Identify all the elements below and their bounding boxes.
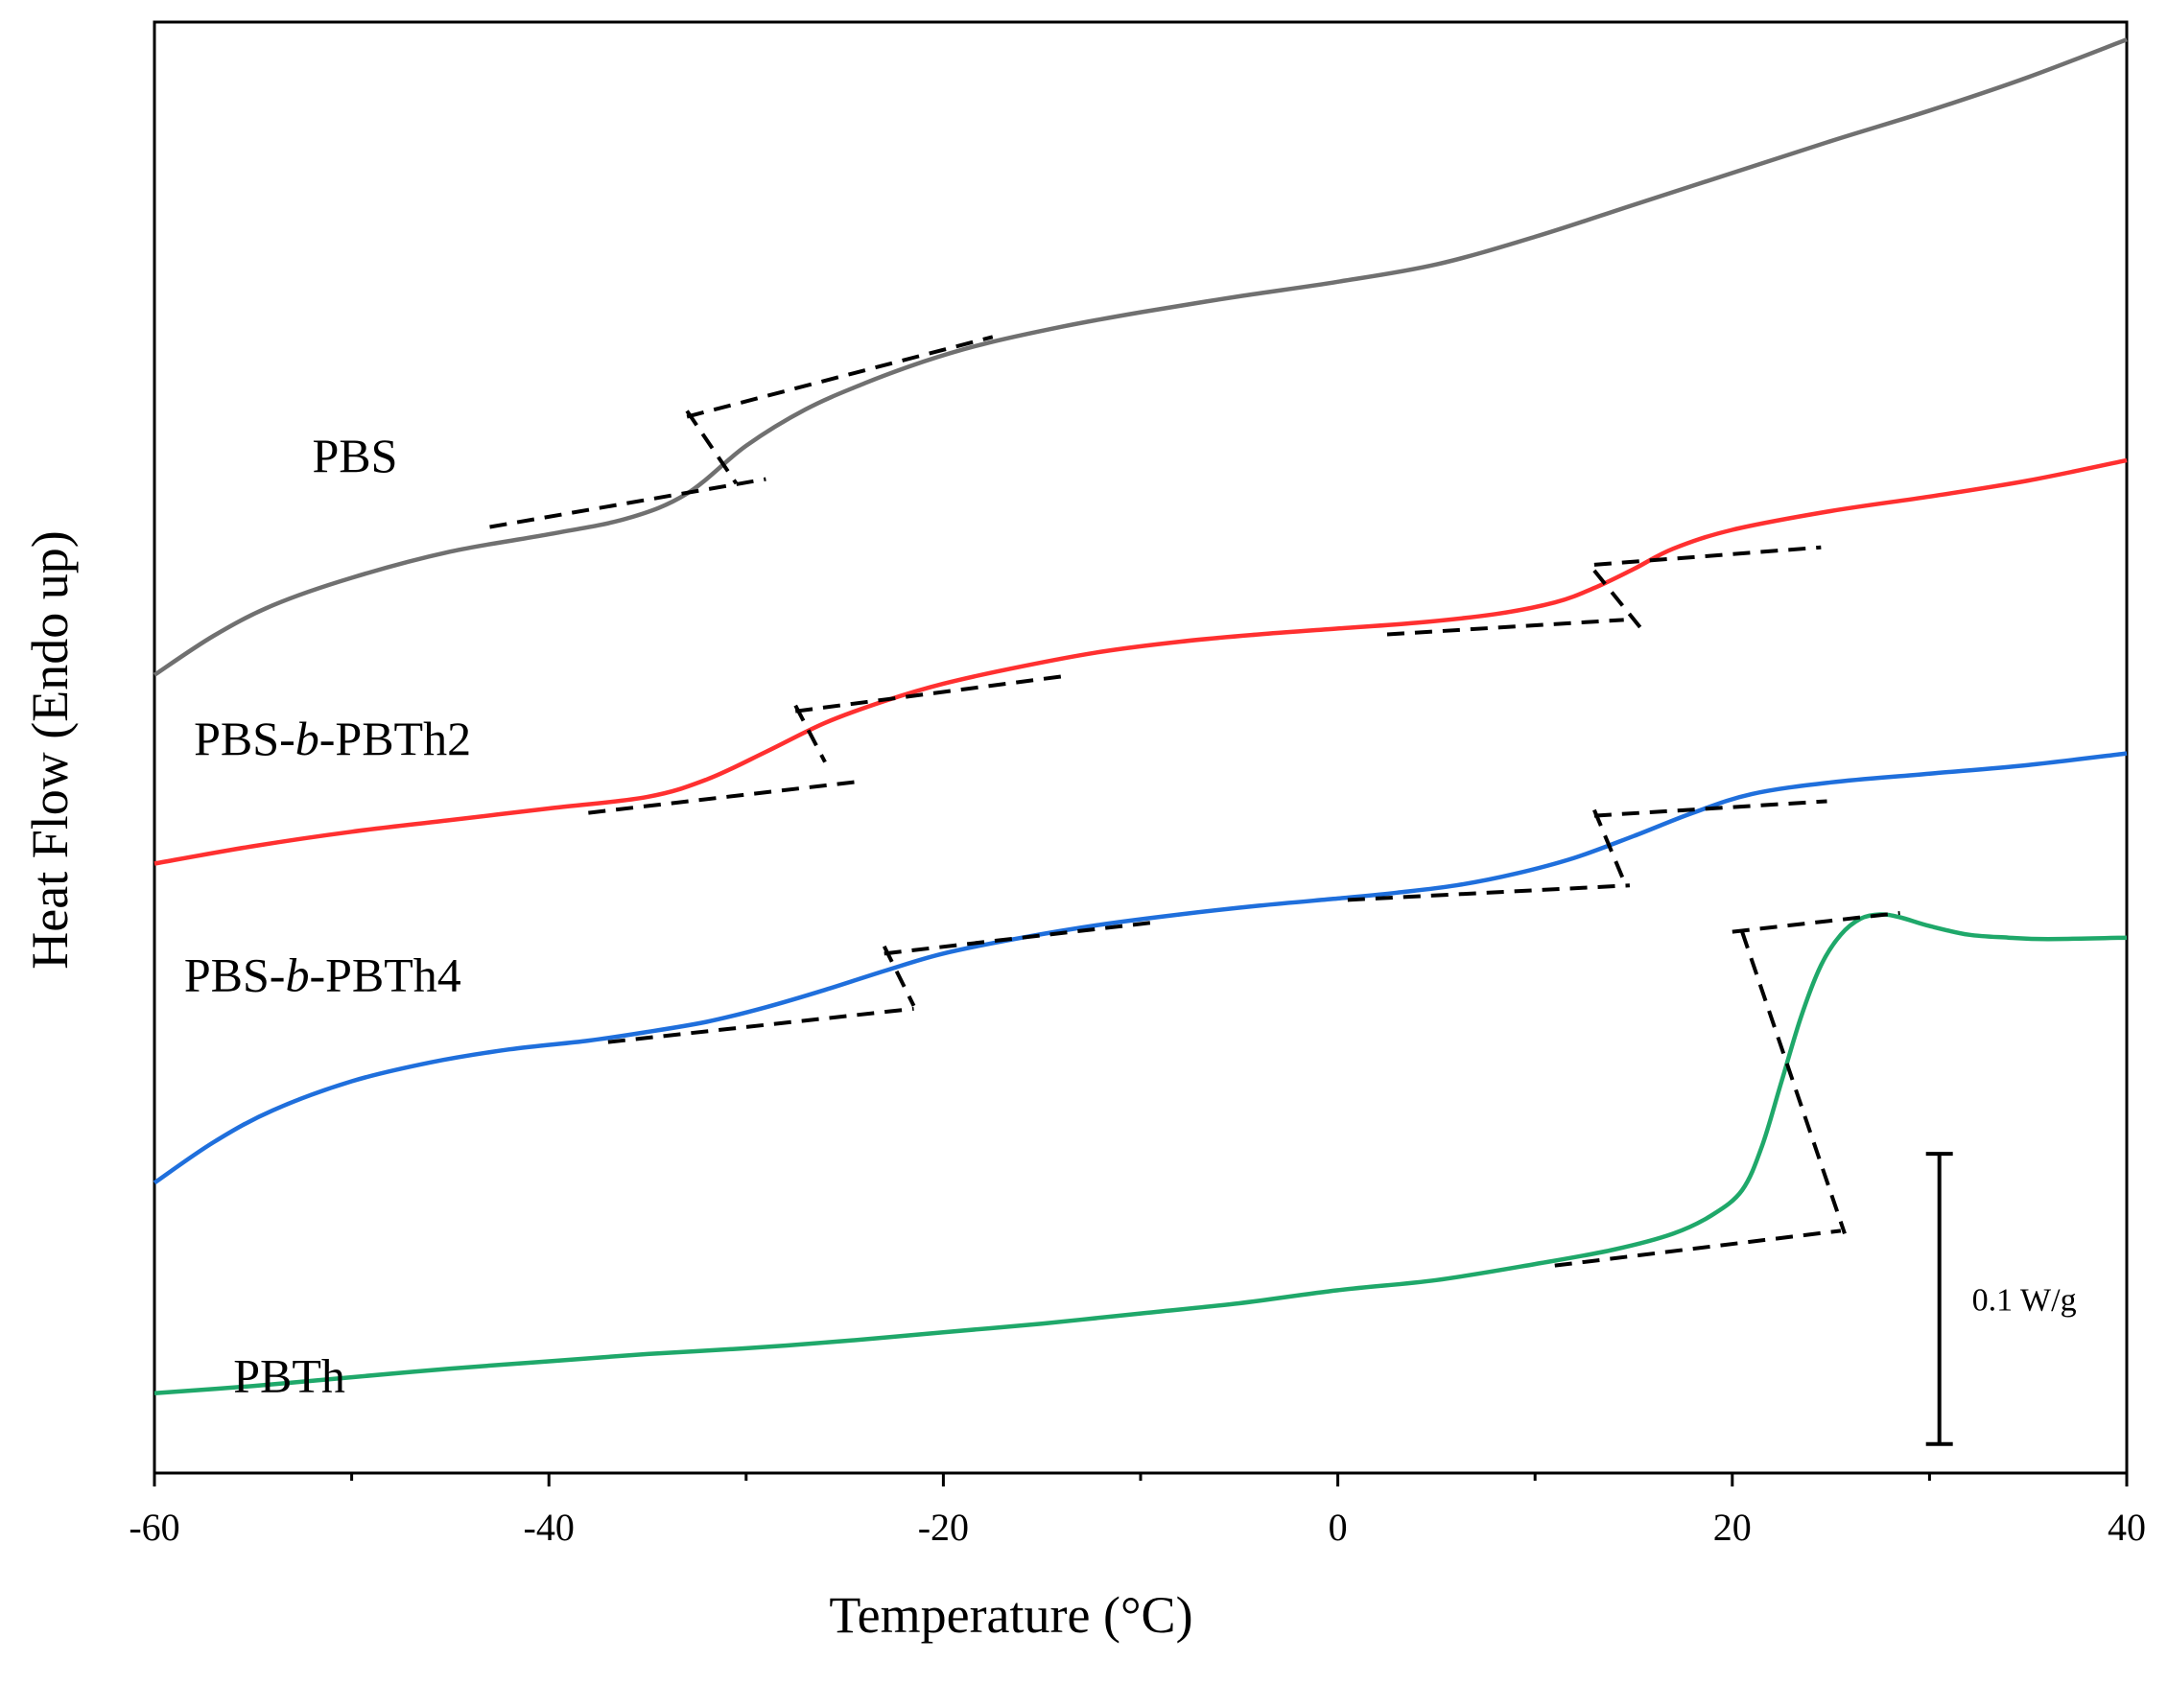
scale-bar-label: 0.1 W/g [1972,1282,2077,1318]
x-tick-label: -20 [918,1506,969,1549]
tangent-line-pbth [1732,910,1900,934]
x-tick-label: 40 [2108,1506,2146,1549]
series-line-pbs-b-pbth2 [153,457,2128,866]
tangent-line-pbs-b-pbth4 [1347,883,1630,902]
series-label-pbs: PBS [312,429,397,482]
tangent-line-pbs-b-pbth2 [794,674,1063,714]
tangent-line-pbs [685,409,739,485]
series-label-pbs-b-pbth2: PBS-b-PBTh2 [194,712,471,765]
tangent-line-pbth [1740,931,1847,1234]
tangent-line-pbs-b-pbth2 [588,779,865,815]
x-axis-title: Temperature (°C) [829,1586,1192,1644]
tangent-line-pbs-b-pbth4 [882,945,916,1007]
tangent-line-pbs-b-pbth4 [1592,808,1628,887]
tangent-line-pbs-b-pbth4 [884,920,1161,956]
x-axis-ticks: -60 -40 -20 0 20 40 [129,1473,2146,1549]
tangent-line-pbs-b-pbth4 [1593,799,1827,818]
series-line-pbs [153,37,2128,677]
x-tick-label: -60 [129,1506,179,1549]
scale-bar: 0.1 W/g [1925,1152,2077,1446]
x-tick-label: 0 [1329,1506,1348,1549]
tangent-line-pbs-b-pbth2 [793,704,827,763]
series-label-pbs-b-pbth4: PBS-b-PBTh4 [184,948,461,1002]
tangent-line-pbs-b-pbth2 [1386,618,1624,637]
tangent-line-pbs-b-pbth2 [1592,569,1645,633]
tangent-line-pbs-b-pbth4 [607,1006,914,1044]
tangent-line-pbs-b-pbth2 [1593,545,1822,567]
y-axis-title: Heat Flow (Endo up) [21,530,79,969]
tangent-line-pbs [489,477,766,529]
tangent-line-pbth [1554,1228,1842,1268]
x-tick-label: 20 [1713,1506,1752,1549]
series-labels-layer: PBS PBS-b-PBTh2 PBS-b-PBTh4 PBTh [184,429,471,1402]
tangent-lines-layer [489,335,1900,1268]
x-tick-label: -40 [524,1506,575,1549]
tangent-line-pbs [686,335,994,419]
series-line-pbs-b-pbth4 [153,751,2128,1185]
series-label-pbth: PBTh [233,1348,345,1402]
